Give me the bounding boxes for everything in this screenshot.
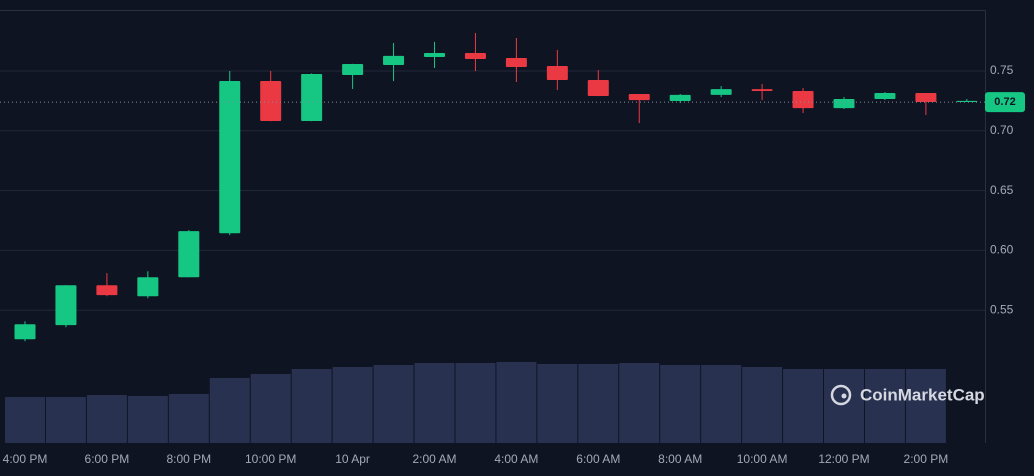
candle-body [383,55,405,66]
watermark-logo [830,384,852,406]
candle-body [96,285,118,296]
volume-bar [5,397,45,443]
candle-body [710,89,732,95]
candle-body [301,73,323,122]
y-tick-label: 0.70 [990,123,1014,137]
y-tick-label: 0.55 [990,302,1014,316]
volume-bar [701,365,742,443]
y-tick-label: 0.60 [990,243,1014,257]
volume-bar [455,363,496,443]
x-tick-label: 8:00 AM [658,452,702,466]
volume-bar [332,367,373,443]
volume-bar [414,363,455,443]
volume-bar [619,363,660,443]
x-tick-label: 6:00 PM [85,452,130,466]
candle-body [219,81,241,234]
candle-body [792,90,814,109]
volume-bar [291,369,332,443]
current-price-box [985,92,1025,113]
x-tick-label: 10:00 AM [737,452,788,466]
candle-body [874,93,896,99]
candle-body [587,79,609,97]
y-tick-label: 0.65 [990,183,1014,197]
x-tick-label: 4:00 AM [494,452,538,466]
candle-body [628,93,650,101]
x-tick-label: 2:00 PM [904,452,949,466]
x-tick-label: 2:00 AM [412,452,456,466]
volume-bar [864,369,905,443]
candle-body [342,63,364,75]
candle-body [424,53,445,58]
volume-bar [496,362,537,443]
y-tick-label: 0.75 [990,63,1014,77]
volume-bar [660,365,701,443]
candle-body [956,100,978,102]
x-tick-label: 6:00 AM [576,452,620,466]
volume-bar [168,394,209,443]
candle-body [464,53,486,60]
volume-bar [578,364,619,443]
candle-body [505,57,527,68]
candle-body [260,81,282,122]
volume-bar [373,365,414,443]
candle-body [137,277,159,297]
candle-body [669,94,691,102]
volume-bar [824,369,864,443]
candle-body [546,65,568,80]
candle-body [178,231,200,278]
candle-body [915,93,937,102]
watermark: CoinMarketCap [860,385,985,404]
candle-body [14,324,36,340]
x-tick-label: 8:00 PM [166,452,211,466]
volume-bar [127,396,168,443]
candle-body [55,285,77,326]
volume-bar [250,374,291,443]
candle-body [751,89,773,91]
volume-bar [537,364,578,443]
volume-bar [783,369,824,443]
volume-bar [45,397,86,443]
x-tick-label: 12:00 PM [818,452,869,466]
volume-bar [742,367,783,443]
x-tick-label: 10 Apr [335,452,370,466]
volume-bar [209,378,250,443]
candle-body [833,98,855,109]
x-tick-label: 10:00 PM [245,452,296,466]
current-price-label: 0.72 [994,96,1015,108]
volume-bar [86,395,127,443]
x-tick-label: 4:00 PM [3,452,48,466]
volume-bar [905,369,946,443]
